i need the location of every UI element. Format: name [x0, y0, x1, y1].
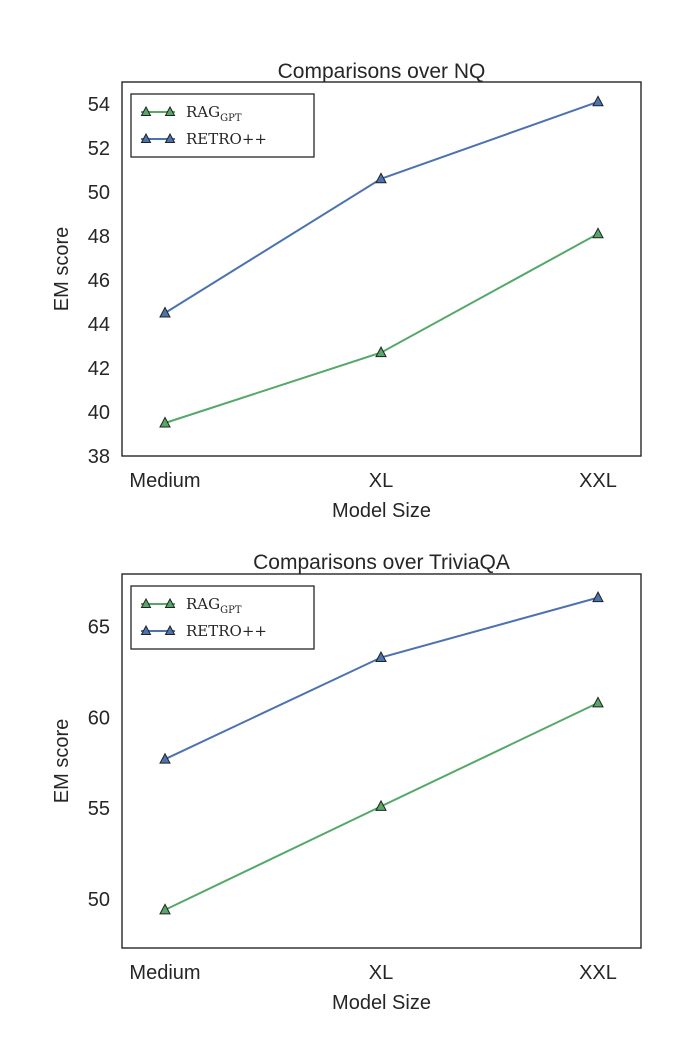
x-tick-label: XXL: [579, 962, 617, 984]
chart-title: Comparisons over NQ: [278, 60, 486, 83]
data-point: [592, 591, 604, 603]
data-point: [159, 416, 171, 428]
y-tick-label: 48: [88, 226, 110, 248]
x-axis-label: Model Size: [332, 992, 431, 1014]
x-tick-label: XL: [369, 470, 393, 492]
y-tick-label: 50: [88, 889, 110, 911]
data-point: [592, 227, 604, 239]
y-tick-label: 50: [88, 182, 110, 204]
data-point: [159, 306, 171, 318]
legend-label-main: RETRO++: [186, 622, 267, 640]
chart-panel-2: Comparisons over TriviaQA 50 55 60 65 Medium X…: [51, 551, 642, 1014]
data-point: [375, 346, 387, 358]
x-tick-label: Medium: [129, 470, 200, 492]
plot-frame: [121, 81, 642, 457]
data-point: [375, 172, 387, 184]
y-tick-label: 52: [88, 138, 110, 160]
y-tick-label: 65: [88, 617, 110, 639]
legend-label: RAGGPT: [186, 595, 242, 616]
x-tick-label: XXL: [579, 470, 617, 492]
legend: RAGGPT RETRO++: [130, 585, 315, 650]
data-point: [159, 903, 171, 915]
y-tick-label: 42: [88, 358, 110, 380]
y-tick-label: 60: [88, 707, 110, 729]
legend-marker: [164, 105, 176, 116]
legend-label: RETRO++: [186, 130, 267, 148]
legend-frame: [130, 585, 315, 650]
series-line-rag-gpt: [164, 232, 599, 424]
legend-label-main: RETRO++: [186, 130, 267, 148]
legend-marker: [140, 132, 152, 143]
legend-frame: [130, 93, 315, 158]
x-tick-label: Medium: [129, 962, 200, 984]
y-tick-label: 44: [88, 314, 110, 336]
y-axis-label: EM score: [51, 227, 73, 311]
data-point: [375, 799, 387, 811]
data-point: [375, 650, 387, 663]
chart-panel-1: Comparisons over NQ 38 40 42 44 46 48 50 52 54 Med…: [51, 60, 642, 522]
y-tick-label: 40: [88, 402, 110, 424]
x-tick-label: XL: [369, 962, 393, 984]
y-axis-label: EM score: [51, 719, 73, 803]
legend-marker: [164, 597, 176, 608]
data-point: [592, 696, 604, 708]
legend-marker: [164, 624, 176, 635]
x-axis-label: Model Size: [332, 500, 431, 522]
y-tick-label: 46: [88, 270, 110, 292]
data-point: [159, 752, 171, 764]
data-point: [592, 95, 604, 107]
legend-label-subscript: GPT: [220, 113, 242, 124]
y-tick-label: 54: [88, 94, 110, 116]
legend-label: RAGGPT: [186, 103, 242, 124]
legend-marker: [140, 597, 152, 608]
chart-title: Comparisons over TriviaQA: [253, 551, 510, 574]
y-tick-label: 55: [88, 798, 110, 820]
legend-label-main: RAG: [186, 595, 220, 613]
legend-label-subscript: GPT: [220, 605, 242, 616]
legend: RAGGPT RETRO++: [130, 93, 315, 158]
y-tick-label: 38: [88, 446, 110, 468]
legend-marker: [140, 105, 152, 116]
plot-frame: [121, 573, 642, 949]
legend-label: RETRO++: [186, 622, 267, 640]
legend-marker: [140, 624, 152, 635]
legend-marker: [164, 132, 176, 143]
legend-label-main: RAG: [186, 103, 220, 121]
